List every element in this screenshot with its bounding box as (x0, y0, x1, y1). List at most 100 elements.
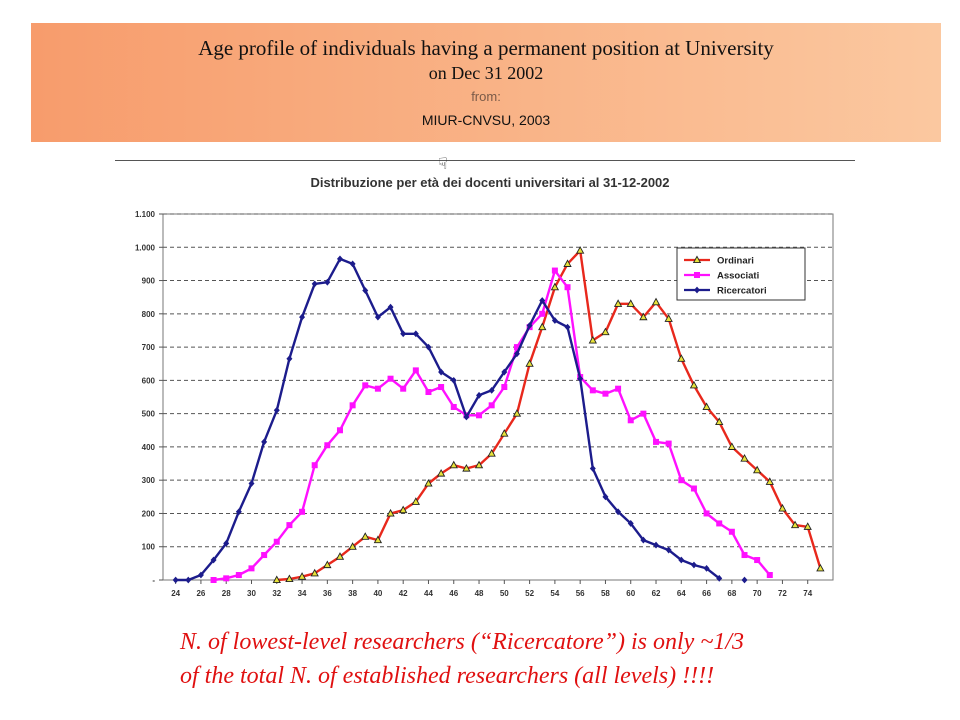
point-associati (501, 384, 508, 391)
point-ordinari (399, 505, 408, 514)
point-associati (640, 410, 647, 417)
point-ordinari (335, 552, 345, 560)
point-associati (551, 267, 558, 274)
line-chart: Distribuzione per età dei docenti univer… (135, 175, 834, 598)
point-associati (324, 442, 331, 449)
point-ordinari (601, 327, 610, 336)
y-tick-label: 1.000 (135, 243, 156, 252)
x-tick-label: 46 (449, 589, 458, 598)
point-ricercatori (400, 330, 407, 338)
point-ricercatori (513, 350, 520, 358)
y-tick-label: 100 (142, 543, 156, 552)
point-associati (488, 402, 495, 409)
title-banner: Age profile of individuals having a perm… (31, 23, 941, 142)
point-associati (210, 577, 217, 583)
point-ricercatori (286, 355, 293, 363)
point-ordinari (613, 299, 623, 307)
point-ricercatori (741, 576, 748, 584)
point-associati (235, 572, 242, 579)
series-ricercatori (172, 255, 748, 584)
point-associati (286, 522, 293, 529)
y-tick-label: 1.100 (135, 210, 156, 219)
point-associati (248, 565, 255, 572)
point-ordinari (740, 454, 749, 462)
point-associati (602, 390, 609, 397)
x-tick-label: 52 (525, 589, 534, 598)
point-ordinari (487, 449, 496, 457)
x-tick-label: 72 (778, 589, 787, 598)
y-tick-label: 900 (142, 277, 156, 286)
point-ricercatori (273, 406, 280, 414)
point-ricercatori (362, 287, 369, 294)
y-axis: - 100 200 300 400 500 600 700 800 900 1.000 1.100 (135, 210, 163, 585)
series-layer (172, 246, 825, 584)
point-ordinari (285, 574, 294, 583)
x-tick-label: 38 (348, 589, 357, 598)
point-ricercatori (261, 438, 268, 446)
point-ricercatori (690, 561, 697, 569)
point-ordinari (474, 460, 484, 469)
point-associati (589, 387, 596, 394)
point-associati (728, 528, 735, 535)
legend-item-ordinari: Ordinari (684, 255, 754, 267)
point-ordinari (803, 522, 812, 530)
conclusion-text: N. of lowest-level researchers (“Ricerca… (180, 625, 950, 693)
y-tick-label: 500 (142, 410, 156, 419)
plot-area (162, 213, 834, 581)
point-ordinari (639, 312, 648, 321)
point-associati (513, 344, 520, 351)
chart-title: Distribuzione per età dei docenti univer… (310, 175, 669, 190)
legend-label-ordinari: Ordinari (717, 256, 754, 267)
point-ricercatori (539, 297, 546, 304)
point-associati (311, 462, 318, 469)
point-ordinari (626, 299, 635, 307)
y-tick-label: 200 (142, 509, 156, 518)
point-associati (690, 485, 697, 492)
point-ordinari (576, 246, 585, 254)
point-associati (450, 403, 457, 410)
x-tick-label: 66 (702, 589, 711, 598)
point-ricercatori (678, 556, 685, 564)
point-ricercatori (564, 323, 571, 331)
x-tick-label: 54 (550, 589, 559, 598)
point-ricercatori (324, 278, 331, 286)
point-ricercatori (602, 493, 609, 501)
point-ordinari (500, 429, 509, 437)
point-ordinari (550, 282, 560, 291)
point-associati (665, 440, 672, 447)
point-ordinari (715, 417, 724, 426)
x-tick-label: 36 (323, 589, 332, 598)
point-ordinari (689, 380, 699, 389)
source-label: MIUR-CNVSU, 2003 (421, 112, 551, 128)
x-tick-label: 64 (677, 589, 686, 598)
x-tick-label: 58 (601, 589, 610, 598)
y-tick-label: - (152, 576, 155, 585)
x-tick-label: 28 (222, 589, 231, 598)
point-ricercatori (526, 322, 533, 329)
x-tick-label: 30 (247, 589, 256, 598)
point-associati (349, 402, 356, 409)
point-ordinari (449, 460, 458, 469)
point-ricercatori (640, 536, 647, 544)
point-ordinari (323, 560, 332, 569)
point-associati (766, 572, 773, 579)
point-ordinari (386, 508, 395, 517)
point-associati (273, 538, 280, 545)
point-associati (627, 417, 634, 424)
point-associati (476, 412, 483, 419)
point-ricercatori (438, 368, 445, 376)
x-tick-label: 50 (500, 589, 509, 598)
point-ricercatori (185, 576, 192, 584)
point-associati (223, 575, 230, 582)
point-ricercatori (589, 465, 596, 472)
point-ordinari (310, 568, 319, 577)
point-ricercatori (299, 313, 306, 321)
from-label: from: (471, 89, 501, 104)
legend-marker-associati (694, 272, 700, 278)
point-ordinari (778, 503, 787, 512)
point-ordinari (816, 563, 825, 572)
point-ordinari (765, 477, 774, 485)
x-tick-label: 68 (727, 589, 736, 598)
point-ricercatori (248, 480, 255, 487)
x-tick-label: 26 (196, 589, 205, 598)
